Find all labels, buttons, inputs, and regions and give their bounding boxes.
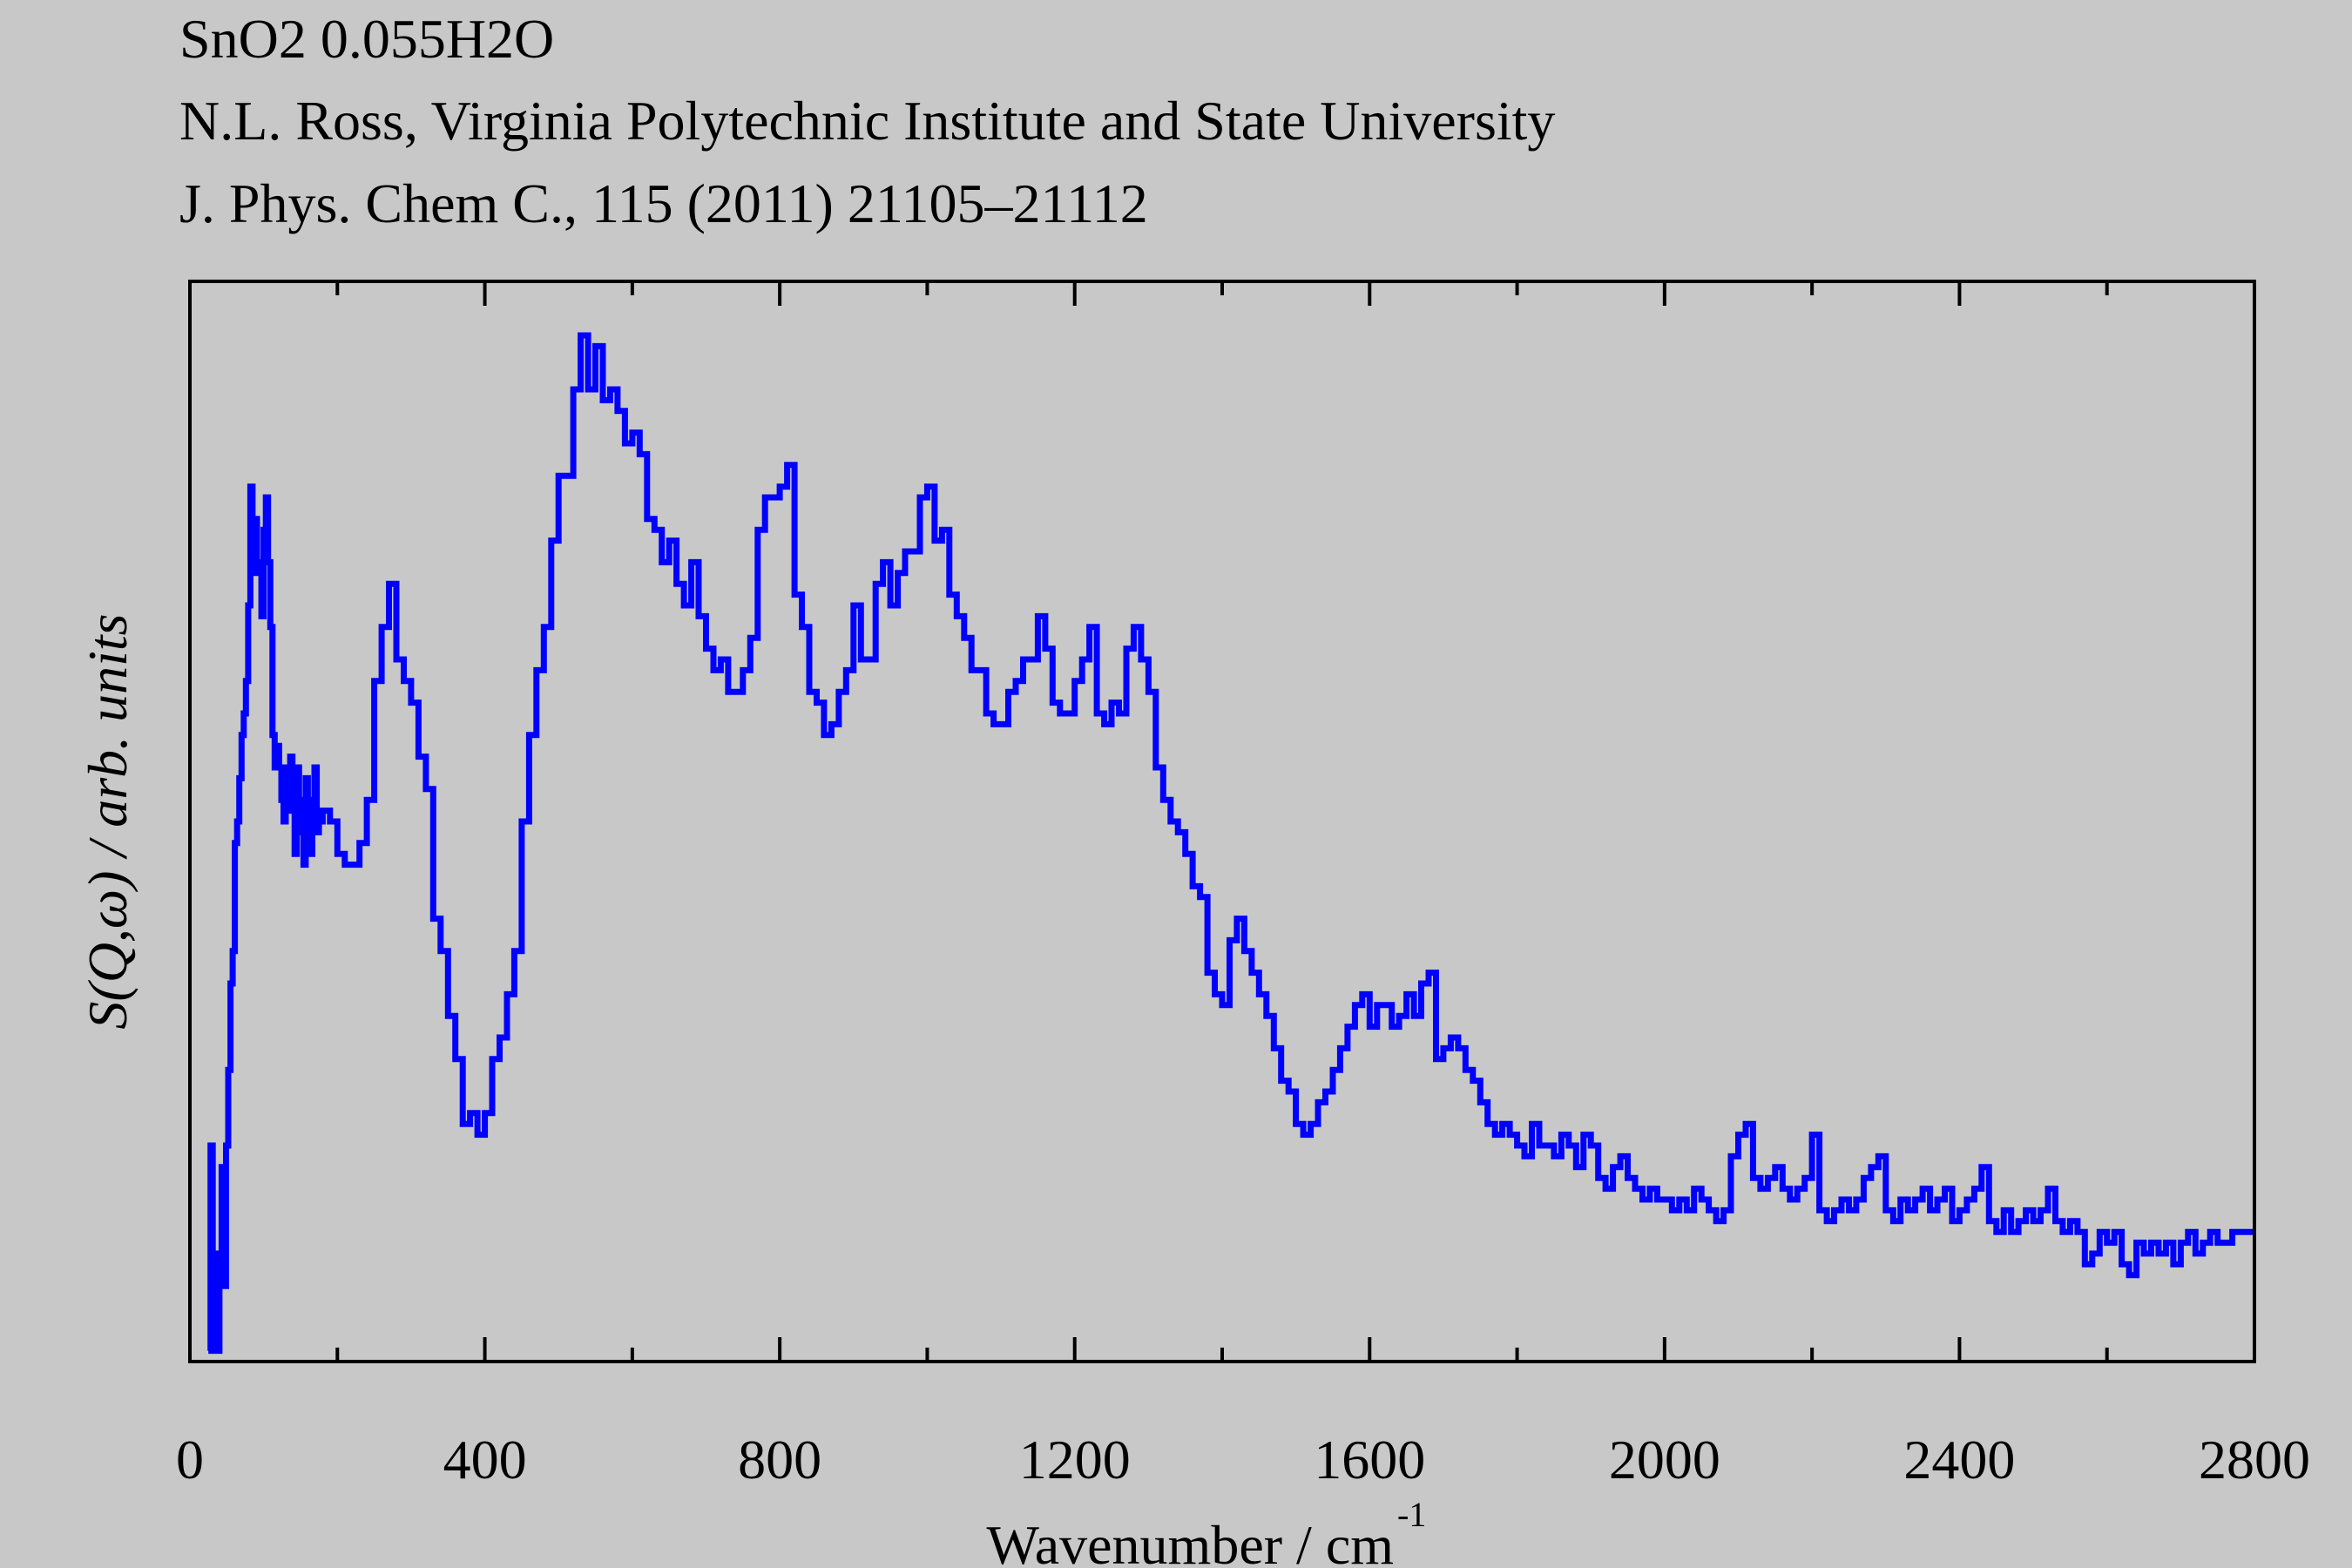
x-axis-tick-labels: 0 400 800 1200 1600 2000 2400 2800 [176,1429,2310,1490]
x-axis-label: Wavenumber / cm [986,1514,1394,1568]
plot-frame [188,280,2256,1363]
chart-subtitle-citation: J. Phys. Chem C., 115 (2011) 21105–21112 [179,172,1148,234]
x-tick-label-1600: 1600 [1314,1429,1425,1490]
x-axis-label-superscript: -1 [1397,1495,1426,1534]
x-tick-label-2400: 2400 [1903,1429,2015,1490]
y-axis-label: S(Q,ω) / arb. units [77,613,139,1029]
x-tick-label-800: 800 [738,1429,821,1490]
x-tick-label-1200: 1200 [1019,1429,1131,1490]
chart-subtitle-author: N.L. Ross, Virginia Polytechnic Institut… [179,90,1555,152]
x-tick-label-400: 400 [443,1429,527,1490]
chart-title: SnO2 0.055H2O [179,8,554,70]
x-tick-label-2000: 2000 [1609,1429,1720,1490]
spectrum-series-line [207,332,2254,1355]
x-tick-label-0: 0 [176,1429,204,1490]
x-tick-label-2800: 2800 [2199,1429,2310,1490]
